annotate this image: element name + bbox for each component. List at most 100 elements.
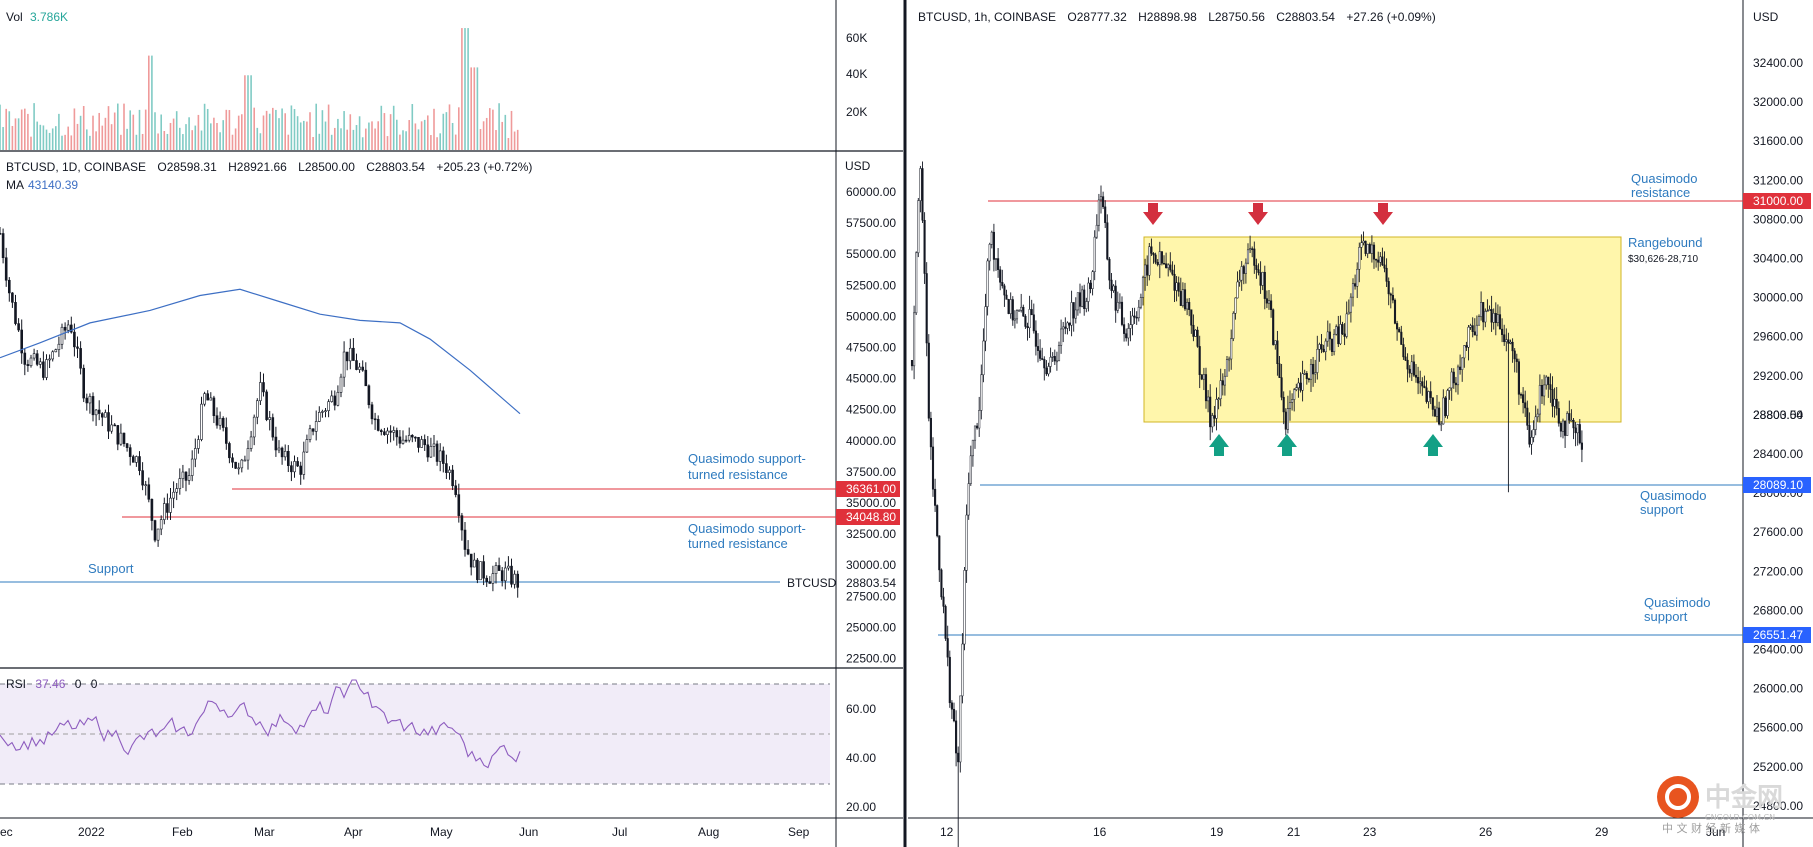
candle-body [1498,314,1502,330]
candle-body [1120,301,1124,325]
candle-body [32,353,36,359]
candle-body [1570,419,1573,422]
candle-body [980,374,983,411]
candle-body [26,364,30,367]
right-time-16: 16 [1093,825,1107,839]
candle-body [302,451,306,475]
candle-body [1301,373,1304,391]
candle-body [1454,382,1457,386]
candle-body [1102,196,1105,208]
right-time-19: 19 [1210,825,1224,839]
candle-body [1131,315,1134,325]
candle-body [1158,251,1161,265]
candle-body [1139,297,1142,308]
candle-body [988,244,991,262]
candle-body [1196,329,1199,347]
candle-body [1097,199,1100,226]
candle-body [1238,279,1241,283]
candle-body [1574,427,1577,434]
candle-body [946,638,949,658]
candle-body [262,382,265,393]
candle-body [1177,282,1180,292]
candle-body [1410,361,1413,374]
candle-body [1391,294,1394,301]
right-currency: USD [1753,10,1779,24]
down-arrow-icon [1373,203,1393,225]
candle-body [1486,310,1489,312]
watermark-tagline: 中 文 财 经 新 媒 体 [1662,821,1760,835]
candle-body [1190,309,1193,326]
candle-body [1223,375,1226,386]
candle-body [147,484,151,500]
candle-body [107,412,110,432]
candle-body [469,553,473,568]
candle-body [339,376,343,393]
candle-body [1496,314,1499,323]
candle-body [91,396,95,416]
candle-body [404,439,408,442]
range-subtitle: $30,626-28,710 [1628,254,1699,265]
candle-body [1070,302,1073,326]
candle-body [1020,306,1023,311]
candle-body [500,570,504,582]
candle-body [1165,263,1168,269]
candle-body [513,573,516,585]
level-tag-28089: 28089.10 [1753,478,1803,492]
candle-body [1263,271,1266,299]
right-time-12: 12 [940,825,954,839]
candle-body [1480,302,1483,317]
candle-body [1553,398,1556,407]
candle-body [1162,263,1166,265]
candle-body [1167,264,1170,269]
candle-body [392,430,396,433]
candle-body [1351,283,1355,298]
candle-body [1087,282,1090,302]
candle-body [1049,357,1052,367]
candle-body [1528,425,1531,445]
candle-body [175,488,178,493]
candle-body [370,404,374,420]
level-tag-36361: 36361.00 [846,482,896,496]
candle-body [1018,310,1021,312]
candle-body [978,410,981,429]
candle-body [135,456,138,463]
candle-body [1343,333,1346,337]
candle-body [1085,301,1088,309]
candle-body [1492,313,1495,323]
candle-body [97,409,101,414]
candle-body [1041,358,1044,360]
candle-body [159,519,163,530]
candle-body [1503,334,1506,343]
candle-body [1215,399,1218,419]
candle-body [929,417,932,448]
candle-body [963,570,966,645]
candle-body [1511,341,1514,352]
candle-body [389,430,392,433]
candle-body [451,469,454,487]
candle-body [20,329,24,354]
candle-body [1211,415,1214,428]
candle-body [1578,424,1581,444]
level-tag-31000: 31000.00 [1753,194,1803,208]
candle-body [1396,323,1399,330]
candle-body [163,503,166,520]
candle-body [1545,376,1548,386]
left-price-tick: 27500.00 [846,589,896,603]
candle-body [94,409,98,416]
candle-body [927,342,930,419]
candle-body [60,326,64,345]
candle-body [271,417,275,438]
candle-body [4,257,8,281]
candle-body [1517,361,1520,395]
candle-body [1509,341,1512,344]
annot-left-2-l1: Quasimodo support- [688,521,806,536]
candle-body [1459,366,1462,370]
annot-right-2-l2: support [1640,502,1684,517]
right-price-tick: 25200.00 [1753,760,1803,774]
annot-right-1-l2: resistance [1631,185,1690,200]
candle-body [48,358,51,361]
candle-body [1001,282,1004,287]
candle-body [1207,396,1210,402]
left-time-feb: Feb [172,825,193,839]
candle-body [1152,253,1155,256]
